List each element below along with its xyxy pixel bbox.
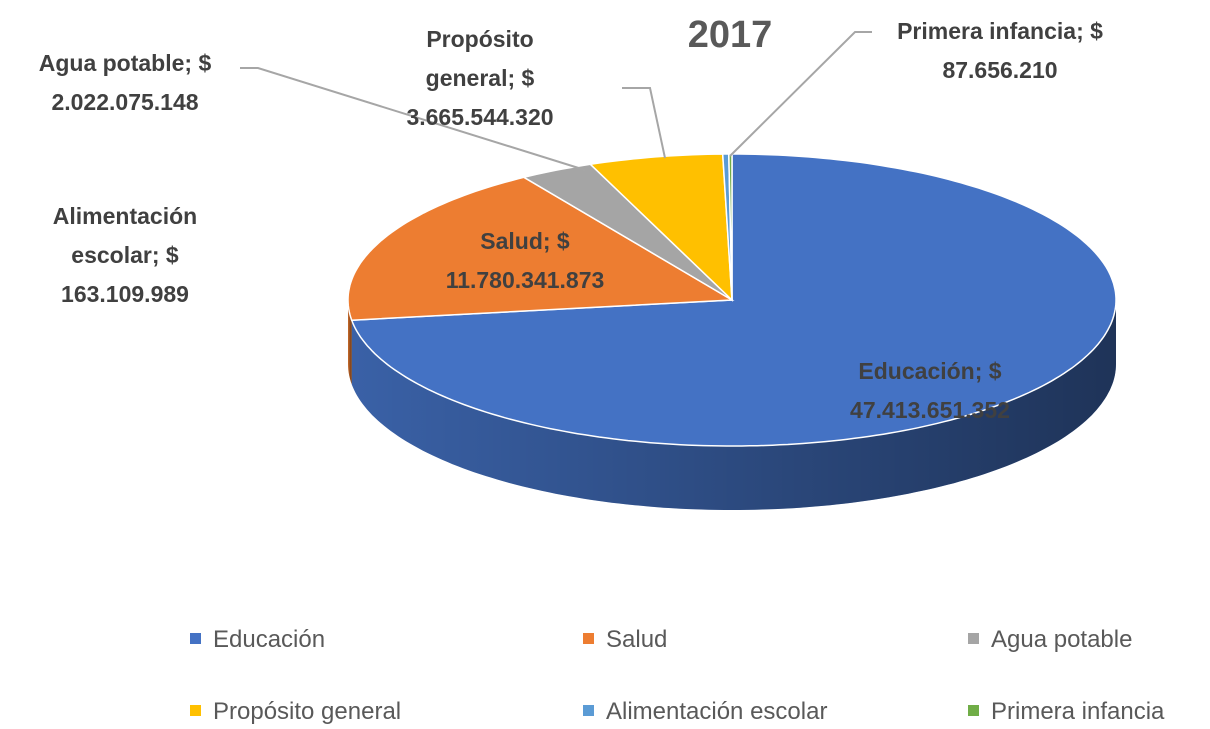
data-label: Educación; $ 47.413.651.352 — [850, 358, 1010, 423]
leader-line — [729, 31, 872, 157]
legend-label: Propósito general — [213, 698, 402, 725]
legend-item: Agua potable — [968, 626, 1132, 654]
legend-label: Salud — [606, 626, 668, 653]
leader-line — [240, 67, 586, 171]
pie-side-shade — [351, 300, 1116, 510]
legend-item: Propósito general — [190, 698, 401, 726]
legend-label: Agua potable — [991, 626, 1133, 653]
legend-swatch — [190, 705, 201, 717]
pie-slice — [347, 176, 735, 321]
data-label: Propósito general; $ 3.665.544.320 — [406, 26, 554, 130]
legend-swatch — [583, 633, 594, 645]
legend-label: Alimentación escolar — [606, 698, 828, 725]
legend-swatch — [583, 705, 594, 717]
pie-slice — [350, 153, 1117, 447]
leader-line — [622, 87, 666, 159]
legend-item: Alimentación escolar — [583, 698, 827, 726]
legend-label: Educación — [213, 626, 326, 653]
legend-swatch — [968, 633, 979, 645]
legend-item: Primera infancia — [968, 698, 1164, 726]
pie-side-shade — [348, 300, 352, 385]
legend-swatch — [190, 633, 201, 645]
legend-item: Educación — [190, 626, 325, 654]
data-label: Alimentación escolar; $ 163.109.989 — [52, 203, 198, 307]
data-label: Primera infancia; $ 87.656.210 — [897, 18, 1103, 83]
chart-title: 2017 — [687, 14, 773, 56]
legend-swatch — [968, 705, 979, 717]
data-label: Salud; $ 11.780.341.873 — [445, 228, 605, 293]
pie-slice — [728, 153, 733, 301]
data-label: Agua potable; $ 2.022.075.148 — [38, 50, 212, 115]
legend-item: Salud — [583, 626, 667, 654]
legend-label: Primera infancia — [991, 698, 1165, 725]
pie-slice — [588, 153, 733, 302]
pie-slice — [521, 163, 733, 301]
